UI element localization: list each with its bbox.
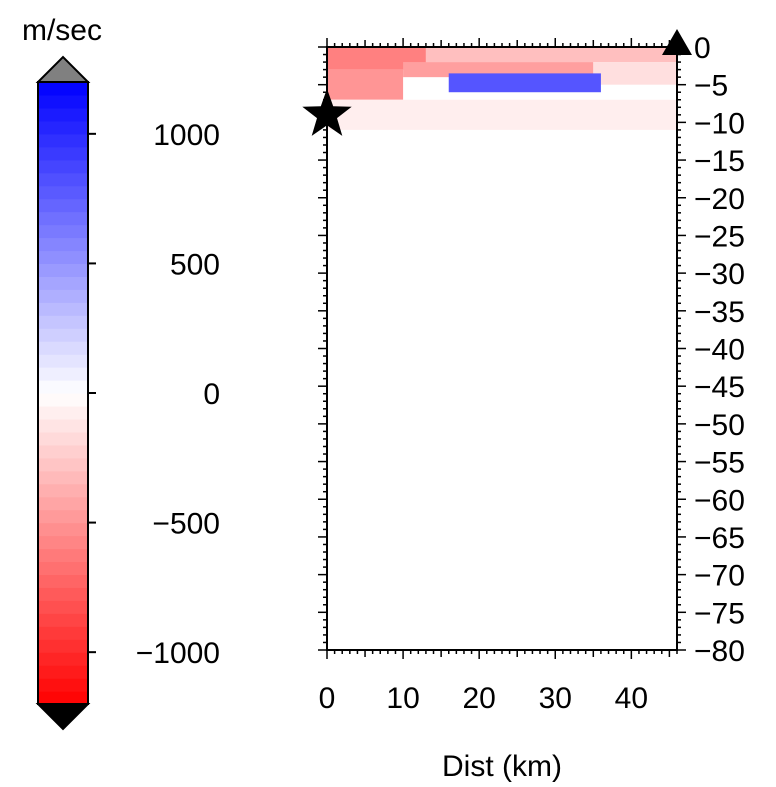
- colorbar-band: [38, 211, 88, 226]
- colorbar-band: [38, 470, 88, 485]
- colorbar-band: [38, 107, 88, 122]
- y-tick-label: −45: [694, 371, 745, 404]
- source-star: [302, 88, 352, 136]
- colorbar-band: [38, 172, 88, 187]
- colorbar-band: [38, 289, 88, 303]
- y-tick-label: −25: [694, 220, 745, 253]
- colorbar-unit-label: m/sec: [22, 14, 102, 47]
- colorbar-band: [38, 483, 88, 498]
- colorbar-band: [38, 587, 88, 601]
- colorbar-band: [38, 263, 88, 277]
- colorbar-tick-label: −1000: [136, 637, 220, 670]
- y-tick-label: −60: [694, 484, 745, 517]
- y-tick-label: −70: [694, 560, 745, 593]
- colorbar-band: [38, 198, 88, 213]
- colorbar-band: [38, 522, 88, 537]
- colorbar-band: [38, 509, 88, 524]
- colorbar-band: [38, 639, 88, 653]
- colorbar-over-triangle: [35, 55, 91, 83]
- anomaly-cell: [327, 99, 677, 130]
- colorbar-band: [38, 574, 88, 588]
- anomaly-cell: [448, 73, 601, 93]
- colorbar-band: [38, 457, 88, 472]
- x-tick-label: 40: [615, 682, 648, 715]
- x-axis-ticks: 0 10 20 30 40: [319, 38, 678, 715]
- velocity-anomaly-cells: [327, 47, 677, 130]
- y-tick-label: −5: [694, 70, 728, 103]
- colorbar: m/sec 1000 500 0 −500 −1000: [22, 14, 220, 731]
- colorbar-band: [38, 600, 88, 614]
- colorbar-band: [38, 405, 88, 420]
- colorbar-band: [38, 431, 88, 446]
- x-tick-label: 0: [319, 682, 336, 715]
- x-tick-label: 30: [539, 682, 572, 715]
- y-tick-label: −40: [694, 334, 745, 367]
- y-tick-label: −65: [694, 522, 745, 555]
- colorbar-tick-label: 500: [170, 248, 220, 281]
- y-tick-label: −10: [694, 107, 745, 140]
- colorbar-band: [38, 626, 88, 640]
- colorbar-band: [38, 159, 88, 174]
- colorbar-band: [38, 496, 88, 511]
- y-tick-label: −20: [694, 183, 745, 216]
- colorbar-band: [38, 548, 88, 563]
- colorbar-band: [38, 652, 88, 666]
- colorbar-band: [38, 613, 88, 627]
- colorbar-gradient: [38, 82, 88, 705]
- y-axis-ticks: 0 −5 −10 −15 −20 −25 −30 −35 −40 −45 −50 −55 −60 −65 −…: [318, 32, 745, 668]
- anomaly-cell: [327, 47, 426, 70]
- colorbar-band: [38, 315, 88, 329]
- station-triangle: [662, 29, 692, 55]
- colorbar-tick-label: 0: [203, 378, 220, 411]
- y-tick-label: −35: [694, 296, 745, 329]
- colorbar-band: [38, 561, 88, 576]
- colorbar-band: [38, 678, 88, 692]
- plot-background: [327, 47, 677, 650]
- x-tick-label: 10: [386, 682, 419, 715]
- section-panel: 0 10 20 30 40 0 −5 −10 −15 −20 −25 −30 −35 −40 −45 −50…: [302, 29, 745, 783]
- colorbar-band: [38, 250, 88, 265]
- x-tick-label: 20: [462, 682, 495, 715]
- y-tick-label: −55: [694, 447, 745, 480]
- colorbar-band: [38, 418, 88, 433]
- colorbar-tick-label: −500: [152, 508, 220, 541]
- colorbar-band: [38, 535, 88, 550]
- colorbar-band: [38, 146, 88, 161]
- colorbar-band: [38, 237, 88, 252]
- colorbar-band: [38, 354, 88, 368]
- colorbar-band: [38, 380, 88, 394]
- markers: [302, 29, 692, 136]
- colorbar-band: [38, 665, 88, 679]
- colorbar-under-triangle: [35, 703, 91, 731]
- y-tick-label: −50: [694, 409, 745, 442]
- colorbar-tick-label: 1000: [153, 119, 220, 152]
- y-tick-label: −30: [694, 258, 745, 291]
- colorbar-band: [38, 444, 88, 459]
- x-axis-label: Dist (km): [442, 750, 562, 783]
- colorbar-band: [38, 185, 88, 200]
- colorbar-band: [38, 691, 88, 705]
- y-tick-label: −75: [694, 597, 745, 630]
- colorbar-band: [38, 328, 88, 342]
- colorbar-band: [38, 120, 88, 135]
- colorbar-band: [38, 367, 88, 381]
- anomaly-cell: [593, 62, 677, 85]
- colorbar-band: [38, 94, 88, 109]
- colorbar-band: [38, 341, 88, 355]
- anomaly-cell: [425, 47, 677, 63]
- colorbar-ticks: 1000 500 0 −500 −1000: [88, 119, 220, 670]
- colorbar-band: [38, 224, 88, 239]
- anomaly-cell: [327, 69, 404, 100]
- y-tick-label: −15: [694, 145, 745, 178]
- colorbar-band: [38, 302, 88, 316]
- y-tick-label: 0: [694, 32, 711, 65]
- colorbar-band: [38, 133, 88, 148]
- colorbar-band: [38, 82, 88, 96]
- colorbar-band: [38, 393, 88, 407]
- y-tick-label: −80: [694, 635, 745, 668]
- colorbar-band: [38, 276, 88, 290]
